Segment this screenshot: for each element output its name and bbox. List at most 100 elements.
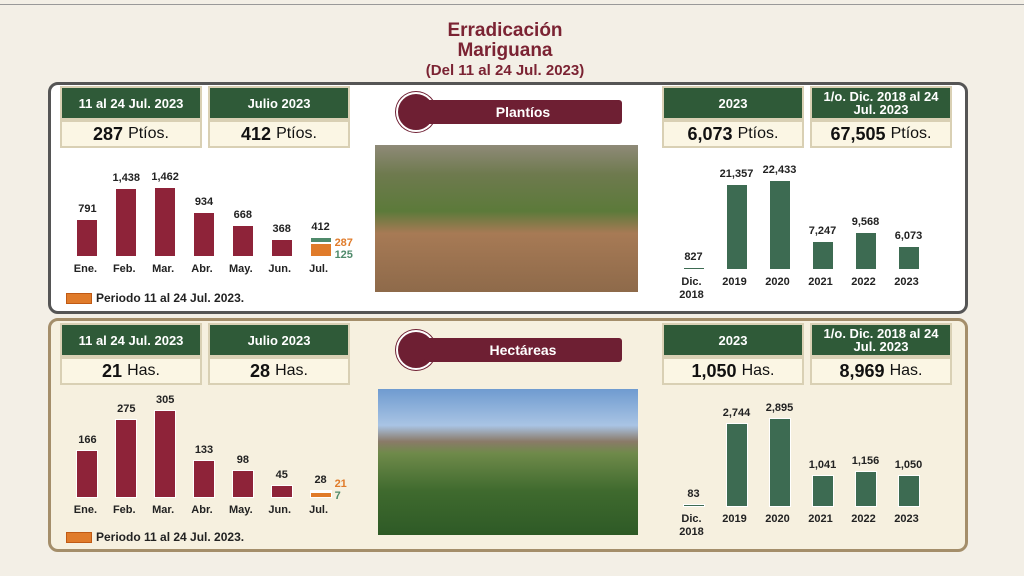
x-tick-label: 2022 bbox=[851, 276, 876, 288]
value-label: 934 bbox=[194, 196, 214, 209]
value-label: 1,041 bbox=[808, 458, 837, 471]
x-tick-label: Mar. bbox=[152, 504, 175, 516]
x-tick-label: 2021 bbox=[808, 276, 833, 288]
value-label: 22,433 bbox=[762, 164, 797, 176]
segment-label: 287 bbox=[334, 237, 353, 249]
value-label: 791 bbox=[78, 203, 97, 216]
bar bbox=[231, 469, 254, 498]
x-tick-label: Ene. bbox=[73, 263, 98, 275]
subtitle: Mariguana bbox=[457, 40, 553, 61]
photo-plantios bbox=[375, 145, 638, 292]
value-label: 166 bbox=[78, 434, 97, 447]
segment-label: 7 bbox=[334, 490, 341, 502]
value: 6,073 bbox=[687, 123, 733, 144]
value: 67,505 bbox=[830, 123, 886, 144]
x-tick-label: Feb. bbox=[112, 504, 136, 516]
period: (Del 11 al 24 Jul. 2023) bbox=[425, 62, 585, 79]
bar bbox=[270, 239, 293, 257]
legend-swatch bbox=[66, 532, 92, 543]
value-label: 1,156 bbox=[851, 455, 880, 468]
bar bbox=[897, 474, 920, 507]
value: 28 bbox=[250, 360, 271, 381]
bar bbox=[811, 474, 834, 507]
unit: Has. bbox=[889, 362, 923, 379]
value-label: 133 bbox=[194, 443, 214, 456]
bar bbox=[309, 489, 332, 492]
x-tick-label: Feb. bbox=[112, 263, 136, 275]
unit: Ptíos. bbox=[276, 125, 317, 142]
box-title: Julio 2023 bbox=[208, 86, 350, 120]
bar bbox=[768, 180, 791, 270]
value-label: 83 bbox=[687, 488, 700, 501]
box-value: 21 Has. bbox=[60, 357, 202, 385]
bar bbox=[76, 219, 99, 257]
unit: Ptíos. bbox=[128, 125, 169, 142]
x-tick-label: Dic. 2018 bbox=[679, 276, 704, 301]
legend-label: Periodo 11 al 24 Jul. 2023. bbox=[96, 530, 245, 544]
bar bbox=[768, 418, 791, 507]
value: 287 bbox=[93, 123, 124, 144]
bar bbox=[193, 212, 215, 257]
bar bbox=[270, 485, 293, 498]
bar bbox=[76, 450, 99, 498]
top-rule bbox=[0, 4, 1024, 5]
box-value: 1,050 Has. bbox=[662, 357, 804, 385]
value: 1,050 bbox=[691, 360, 737, 381]
value-label: 275 bbox=[117, 402, 136, 415]
box-title: 11 al 24 Jul. 2023 bbox=[60, 86, 202, 120]
value: 21 bbox=[102, 360, 123, 381]
bar bbox=[854, 471, 877, 507]
x-tick-label: Jul. bbox=[309, 263, 329, 275]
box-value: 28 Has. bbox=[208, 357, 350, 385]
x-tick-label: 2023 bbox=[894, 513, 919, 525]
bar bbox=[682, 266, 705, 270]
box-value: 67,505 Ptíos. bbox=[810, 120, 952, 148]
x-tick-label: 2021 bbox=[808, 513, 833, 525]
title: Erradicación bbox=[447, 20, 563, 41]
value-label: 305 bbox=[155, 394, 175, 406]
value-label: 7,247 bbox=[808, 224, 837, 237]
value-label: 45 bbox=[275, 469, 288, 482]
value: 412 bbox=[241, 123, 272, 144]
x-tick-label: 2022 bbox=[851, 513, 876, 525]
value-label: 1,050 bbox=[894, 458, 923, 471]
x-tick-label: 2023 bbox=[894, 276, 919, 288]
box-title: 1/o. Dic. 2018 al 24 Jul. 2023 bbox=[810, 323, 952, 357]
value-label: 9,568 bbox=[851, 215, 880, 228]
bar bbox=[154, 187, 177, 257]
bar bbox=[115, 188, 138, 257]
x-tick-label: Ene. bbox=[73, 504, 98, 516]
unit: Has. bbox=[275, 362, 308, 379]
value-label: 21,357 bbox=[719, 168, 754, 181]
bar bbox=[897, 245, 920, 270]
box-title: Julio 2023 bbox=[208, 323, 350, 357]
x-tick-label: 2019 bbox=[722, 513, 747, 525]
bar bbox=[309, 243, 332, 257]
x-tick-label: Dic. 2018 bbox=[679, 513, 704, 538]
value-label: 1,462 bbox=[151, 171, 179, 183]
x-tick-label: Abr. bbox=[191, 504, 213, 516]
value-label: 6,073 bbox=[894, 229, 923, 242]
bar bbox=[309, 237, 332, 244]
x-tick-label: 2019 bbox=[722, 276, 747, 288]
box-value: 287 Ptíos. bbox=[60, 120, 202, 148]
bar bbox=[725, 422, 748, 507]
bar bbox=[811, 240, 834, 270]
bar bbox=[115, 418, 138, 498]
value: 8,969 bbox=[839, 360, 885, 381]
bar bbox=[682, 504, 705, 507]
x-tick-label: Jul. bbox=[309, 504, 329, 516]
x-tick-label: May. bbox=[229, 263, 253, 275]
segment-label: 21 bbox=[334, 478, 347, 490]
value-label: 2,744 bbox=[722, 406, 751, 419]
box-title: 2023 bbox=[662, 86, 804, 120]
box-value: 6,073 Ptíos. bbox=[662, 120, 804, 148]
unit: Ptíos. bbox=[890, 125, 932, 142]
banner: Plantíos bbox=[424, 100, 622, 124]
x-tick-label: 2020 bbox=[765, 276, 790, 288]
value-label: 368 bbox=[272, 223, 291, 236]
value-label: 2,895 bbox=[765, 402, 794, 414]
unit: Has. bbox=[741, 362, 775, 379]
bar bbox=[854, 231, 877, 270]
